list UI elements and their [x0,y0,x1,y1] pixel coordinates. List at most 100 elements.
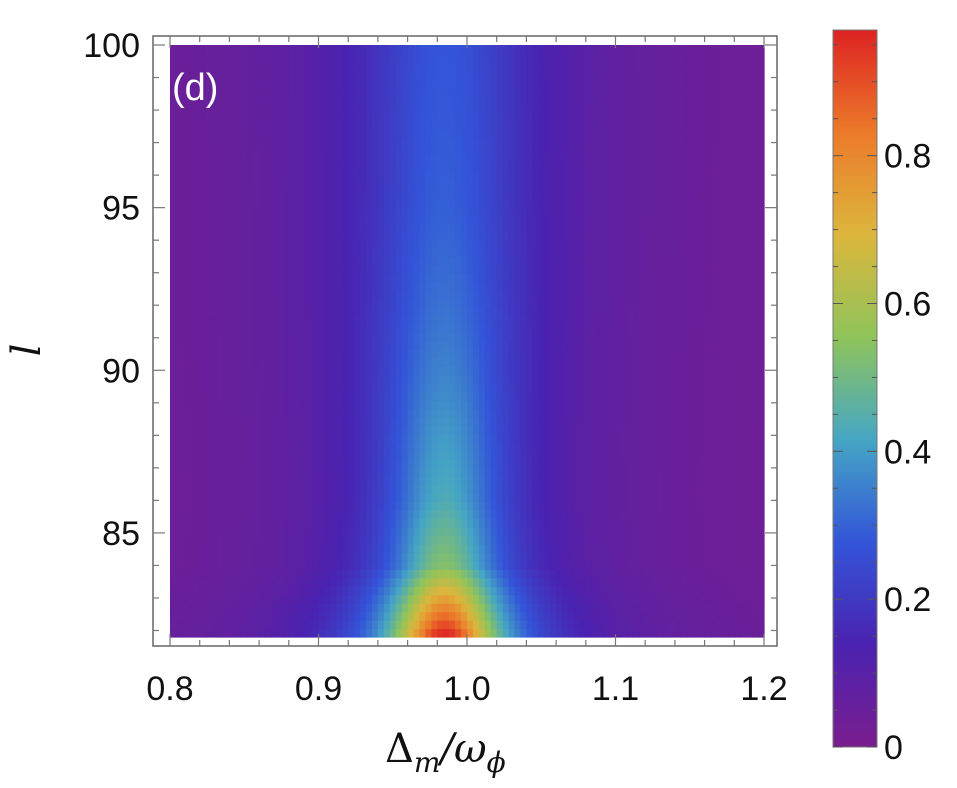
heatmap-cell [241,231,248,241]
heatmap-cell [461,484,468,494]
heatmap-cell [366,256,373,266]
heatmap-cell [312,594,320,604]
heatmap-cell [484,586,492,596]
heatmap-cell [633,476,640,486]
heatmap-cell [217,231,225,241]
heatmap-cell [336,467,343,477]
heatmap-cell [401,543,409,554]
heatmap-cell [366,247,373,258]
heatmap-cell [591,434,599,444]
heatmap-cell [377,357,385,367]
heatmap-cell [377,527,385,537]
heatmap-cell [490,239,498,249]
heatmap-cell [383,467,391,477]
heatmap-cell [413,273,421,283]
heatmap-cell [550,366,557,376]
heatmap-cell [728,611,735,621]
heatmap-cell [199,476,207,486]
heatmap-cell [306,417,314,427]
heatmap-cell [704,231,712,241]
heatmap-cell [431,552,438,562]
heatmap-cell [472,400,480,410]
heatmap-cell [597,357,605,367]
heatmap-cell [229,467,236,477]
heatmap-cell [401,476,409,486]
heatmap-cell [223,239,230,249]
heatmap-cell [502,290,510,300]
heatmap-cell [550,442,557,452]
heatmap-cell [710,484,718,494]
heatmap-cell [199,256,207,266]
heatmap-cell [698,518,706,528]
heatmap-cell [490,231,498,241]
heatmap-cell [413,400,421,410]
heatmap-cell [657,493,664,503]
heatmap-cell [181,298,189,308]
heatmap-cell [752,594,759,604]
heatmap-cell [657,476,664,486]
heatmap-cell [621,467,628,477]
heatmap-cell [734,586,741,596]
heatmap-cell [247,264,254,274]
heatmap-cell [514,417,522,427]
heatmap-cell [193,383,201,393]
heatmap-cell [383,552,391,562]
heatmap-cell [247,450,254,460]
heatmap-cell [181,417,189,427]
heatmap-cell [645,417,652,427]
heatmap-cell [241,298,248,308]
heatmap-cell [692,408,700,418]
heatmap-cell [615,577,623,587]
heatmap-cell [401,290,409,300]
heatmap-cell [478,239,486,249]
heatmap-cell [383,594,391,604]
heatmap-cell [366,493,373,503]
heatmap-cell [538,222,545,232]
heatmap-cell [698,290,706,300]
heatmap-cell [187,391,195,401]
heatmap-cell [181,535,189,545]
heatmap-cell [668,417,676,427]
heatmap-cell [235,611,242,621]
heatmap-cell [716,501,724,511]
heatmap-cell [710,256,718,266]
heatmap-cell [187,222,195,232]
heatmap-cell [247,611,254,621]
heatmap-cell [407,560,415,570]
heatmap-cell [437,341,444,351]
heatmap-cell [621,357,628,367]
heatmap-cell [324,298,331,308]
heatmap-cell [663,383,670,393]
heatmap-cell [746,357,753,367]
heatmap-cell [401,603,409,613]
heatmap-cell [330,273,337,283]
heatmap-cell [330,315,337,325]
heatmap-cell [573,569,581,579]
heatmap-cell [419,349,427,359]
heatmap-cell [615,501,623,511]
heatmap-cell [270,281,278,291]
heatmap-cell [455,341,462,351]
heatmap-cell [318,315,326,325]
heatmap-cell [639,552,646,562]
heatmap-cell [668,357,676,367]
heatmap-cell [704,450,712,460]
heatmap-cell [502,527,510,537]
heatmap-cell [371,434,379,444]
heatmap-cell [532,459,539,469]
heatmap-cell [597,518,605,528]
heatmap-cell [306,459,314,469]
heatmap-cell [550,383,557,393]
heatmap-cell [603,222,611,232]
heatmap-cell [639,383,646,393]
heatmap-cell [490,586,498,596]
heatmap-cell [282,341,290,351]
heatmap-cell [532,357,539,367]
heatmap-cell [657,357,664,367]
heatmap-cell [276,611,284,621]
heatmap-cell [288,307,296,317]
heatmap-cell [704,391,712,401]
heatmap-cell [348,603,355,613]
heatmap-cell [229,273,236,283]
heatmap-cell [265,611,272,621]
